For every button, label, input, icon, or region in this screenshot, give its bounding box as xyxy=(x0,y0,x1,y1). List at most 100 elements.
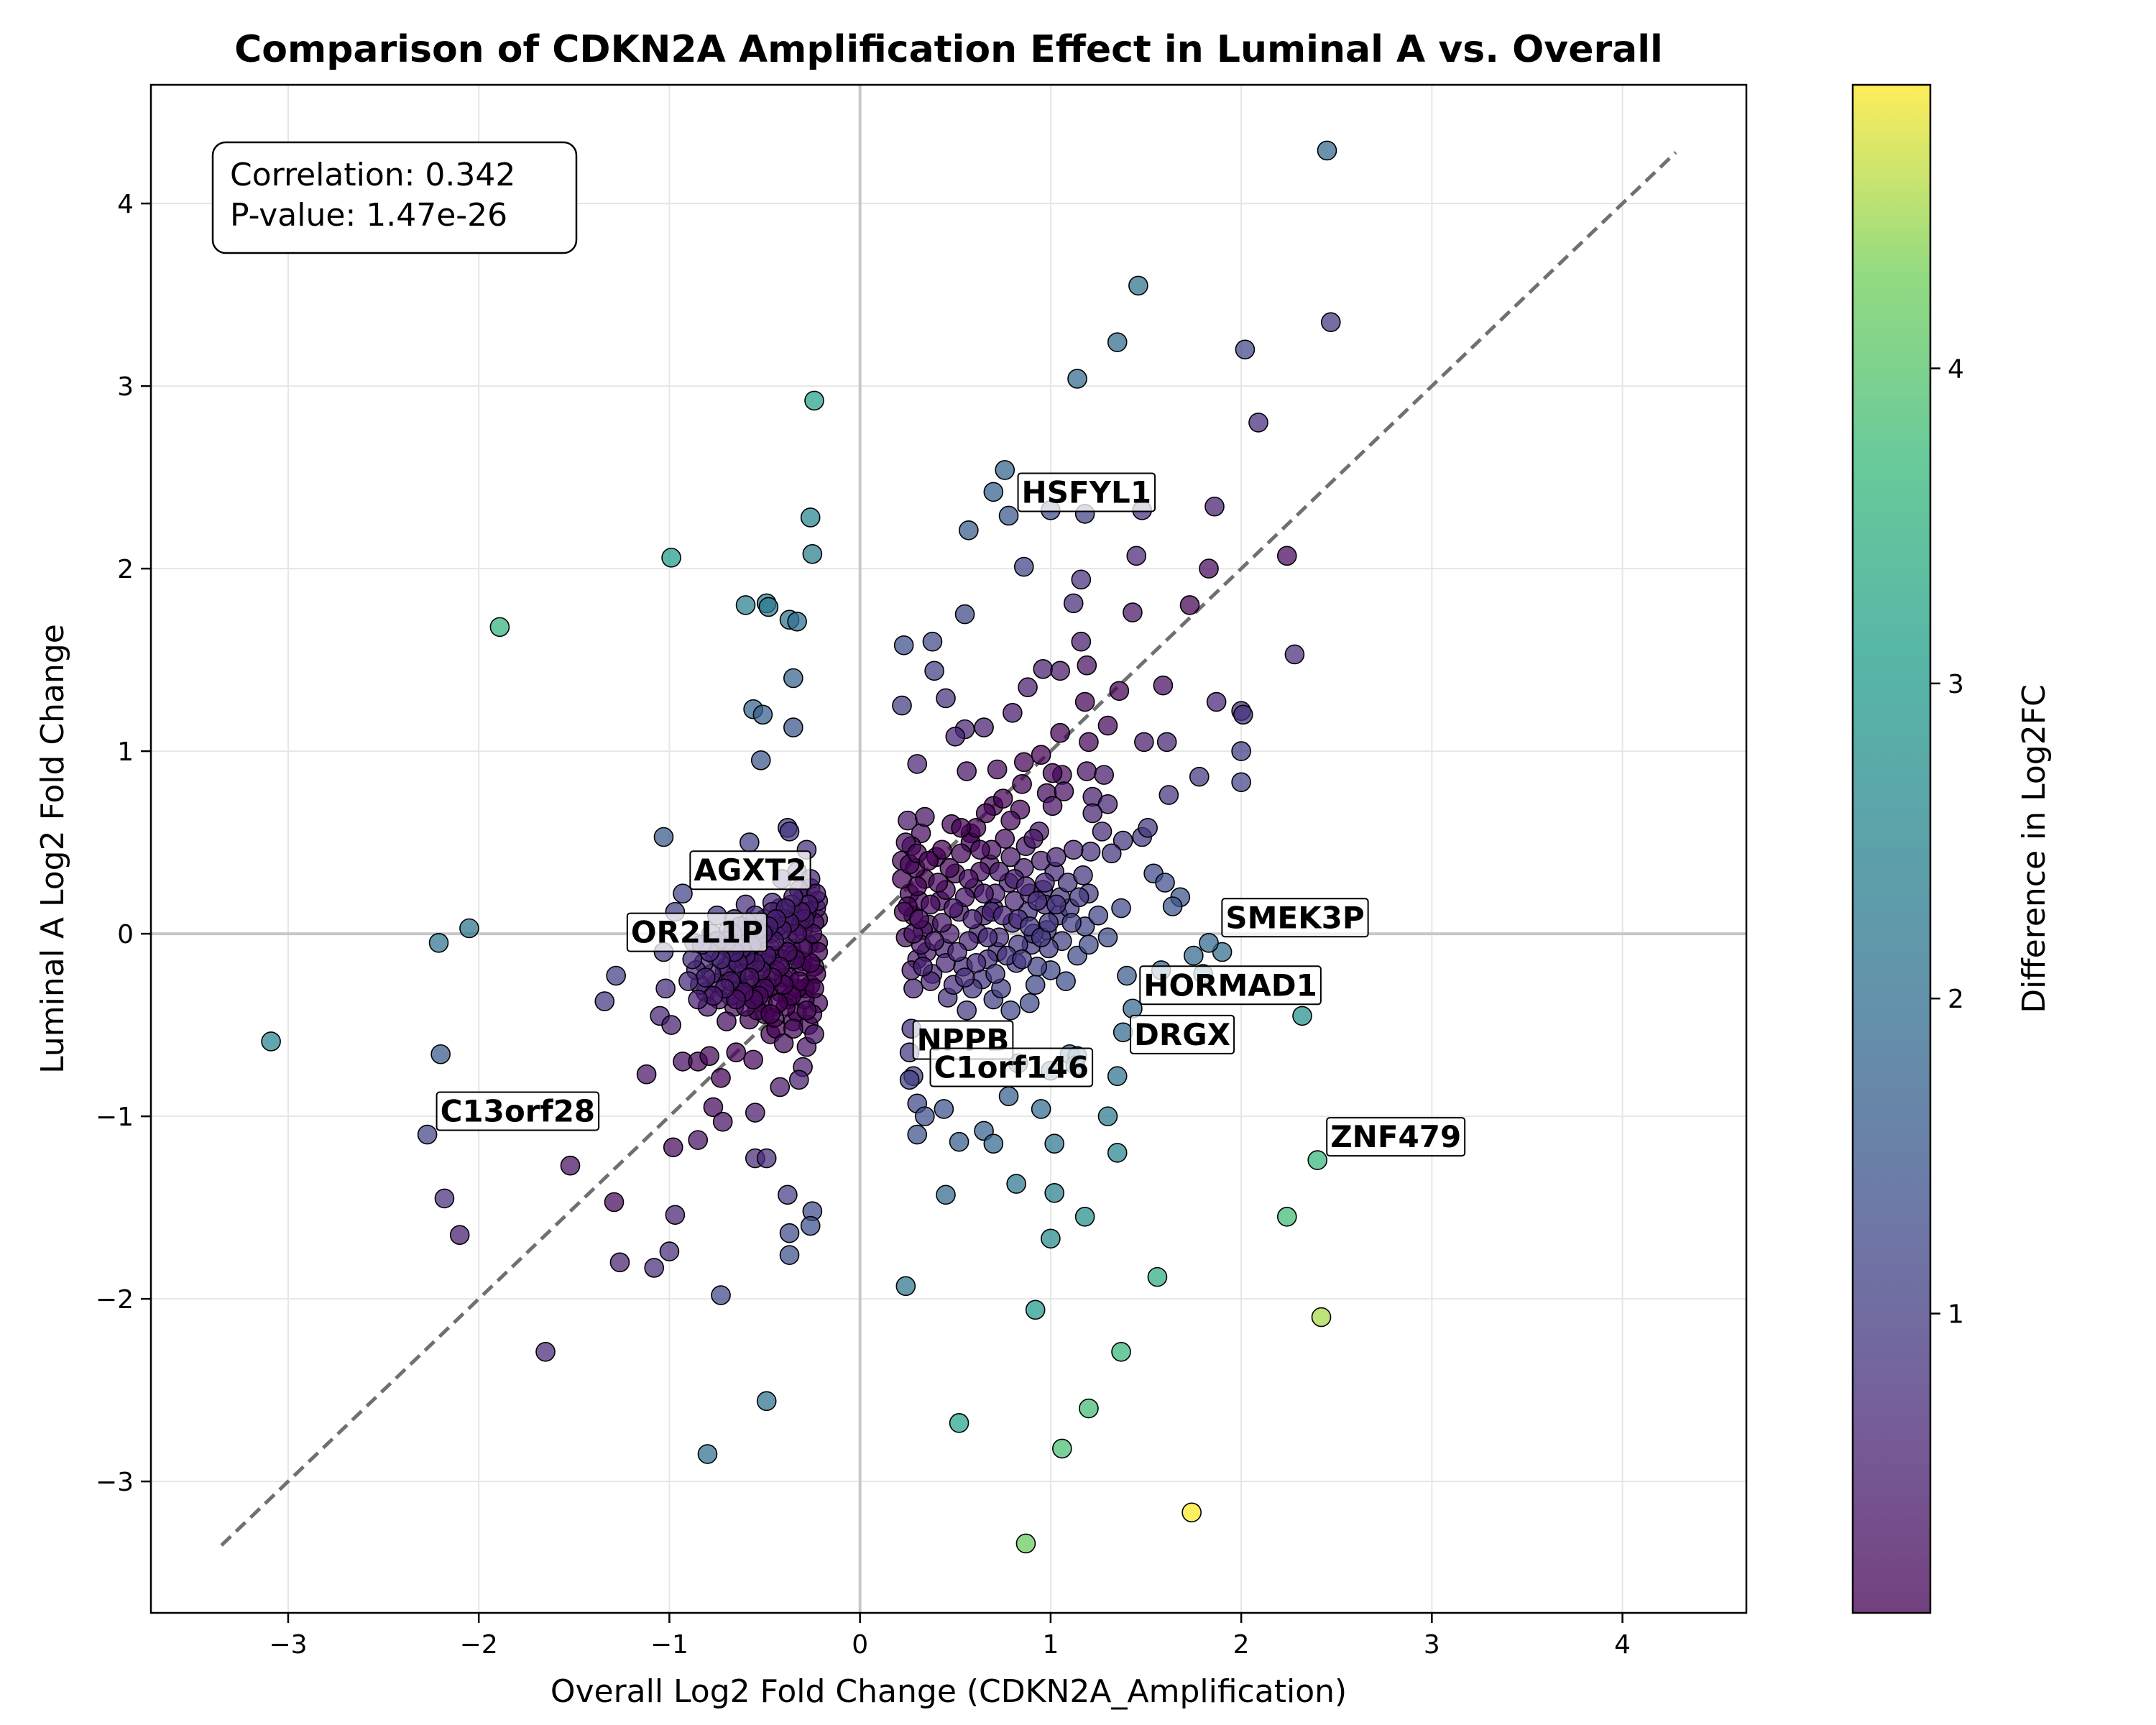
data-point-385 xyxy=(1073,865,1093,886)
colorbar-tick-label-1: 2 xyxy=(1948,985,1964,1014)
data-point-126 xyxy=(949,1131,969,1152)
data-point-2 xyxy=(1128,275,1148,296)
annotation-c13orf28: C13orf28 xyxy=(436,1091,600,1131)
data-point-355 xyxy=(943,898,964,919)
data-point-161 xyxy=(1052,1438,1072,1459)
data-point-49 xyxy=(892,695,912,716)
x-tick-label-5: 2 xyxy=(1233,1630,1250,1660)
data-point-360 xyxy=(962,908,982,929)
data-point-166 xyxy=(430,1044,451,1064)
data-point-303 xyxy=(931,840,952,860)
data-point-22 xyxy=(802,543,823,564)
data-point-153 xyxy=(1025,1300,1046,1320)
x-tick-label-1: −2 xyxy=(460,1630,498,1660)
data-point-4 xyxy=(1235,339,1256,360)
data-point-170 xyxy=(606,965,626,986)
data-point-119 xyxy=(998,1086,1019,1106)
data-point-357 xyxy=(951,817,972,838)
data-point-242 xyxy=(717,1011,737,1031)
data-point-60 xyxy=(945,726,966,747)
y-tick-label-4: 1 xyxy=(117,737,134,767)
annotation-label: SMEK3P xyxy=(1225,900,1364,935)
data-point-387 xyxy=(1092,822,1112,842)
data-point-348 xyxy=(918,850,939,871)
data-point-402 xyxy=(783,1018,803,1039)
data-point-123 xyxy=(1097,1106,1118,1126)
data-point-366 xyxy=(985,964,1005,984)
data-point-125 xyxy=(907,1124,928,1145)
colorbar-tick-label-2: 3 xyxy=(1948,670,1964,699)
data-point-137 xyxy=(778,1184,798,1205)
data-point-361 xyxy=(966,952,987,973)
data-point-272 xyxy=(995,829,1015,849)
data-point-55 xyxy=(783,717,803,737)
data-point-139 xyxy=(800,1215,821,1236)
data-point-17 xyxy=(1199,558,1219,579)
data-point-359 xyxy=(959,869,979,889)
data-point-88 xyxy=(779,822,800,842)
y-axis-ticks: −3 −2 −1 0 1 2 3 4 xyxy=(96,190,151,1497)
y-tick-label-0: −3 xyxy=(96,1468,134,1497)
data-point-174 xyxy=(661,1015,681,1035)
data-point-193 xyxy=(756,1148,777,1169)
data-point-149 xyxy=(659,1241,680,1261)
data-point-156 xyxy=(535,1341,556,1362)
data-point-33 xyxy=(489,617,510,638)
data-point-307 xyxy=(951,843,972,864)
data-point-331 xyxy=(1046,847,1067,868)
data-point-45 xyxy=(783,668,803,689)
data-point-145 xyxy=(449,1225,470,1246)
data-point-162 xyxy=(697,1444,718,1464)
data-point-380 xyxy=(1038,913,1059,933)
data-point-30 xyxy=(758,597,779,617)
data-point-25 xyxy=(1179,595,1200,615)
data-point-135 xyxy=(1276,1207,1297,1227)
data-point-18 xyxy=(1013,556,1034,577)
annotation-or2l1p: OR2L1P xyxy=(626,912,768,952)
data-point-155 xyxy=(1311,1307,1332,1328)
data-point-107 xyxy=(1019,993,1040,1013)
data-point-345 xyxy=(909,908,929,929)
data-point-77 xyxy=(1231,772,1251,793)
data-point-72 xyxy=(987,759,1008,780)
data-point-177 xyxy=(699,1046,719,1067)
data-point-62 xyxy=(1079,732,1099,753)
plot-frame xyxy=(149,83,1748,1614)
data-point-363 xyxy=(974,883,994,904)
data-point-280 xyxy=(1025,975,1046,995)
data-point-50 xyxy=(1003,702,1023,723)
colorbar-ticks: 1 2 3 4 xyxy=(1930,355,1964,1330)
data-point-158 xyxy=(756,1391,777,1412)
data-point-9 xyxy=(983,482,1004,502)
x-tick-label-7: 4 xyxy=(1614,1630,1631,1660)
data-point-377 xyxy=(1027,891,1048,911)
data-point-171 xyxy=(636,1064,657,1085)
data-point-232 xyxy=(773,1033,794,1054)
data-point-188 xyxy=(712,1111,733,1132)
data-point-388 xyxy=(1101,843,1122,864)
data-point-80 xyxy=(1097,794,1118,814)
data-point-127 xyxy=(983,1133,1004,1154)
data-point-350 xyxy=(924,931,944,952)
data-point-128 xyxy=(1044,1133,1065,1154)
data-point-167 xyxy=(428,933,449,953)
colorbar-tick-label-0: 1 xyxy=(1948,1300,1964,1330)
data-point-154 xyxy=(1147,1266,1168,1287)
data-point-178 xyxy=(711,1067,731,1088)
data-point-6 xyxy=(1248,413,1268,433)
data-point-150 xyxy=(644,1258,665,1278)
annotation-box xyxy=(1221,898,1369,938)
data-point-337 xyxy=(1088,905,1109,926)
data-point-503 xyxy=(678,971,699,991)
data-point-381 xyxy=(1042,763,1063,783)
data-point-73 xyxy=(957,761,977,781)
data-point-91 xyxy=(1155,873,1175,893)
data-point-330 xyxy=(1042,796,1063,816)
stats-box-frame xyxy=(211,141,578,254)
data-point-223 xyxy=(804,1024,824,1044)
data-point-54 xyxy=(752,704,773,725)
data-point-336 xyxy=(1079,934,1099,955)
data-point-142 xyxy=(560,1155,581,1176)
annotation-hormad1: HORMAD1 xyxy=(1139,965,1322,1006)
